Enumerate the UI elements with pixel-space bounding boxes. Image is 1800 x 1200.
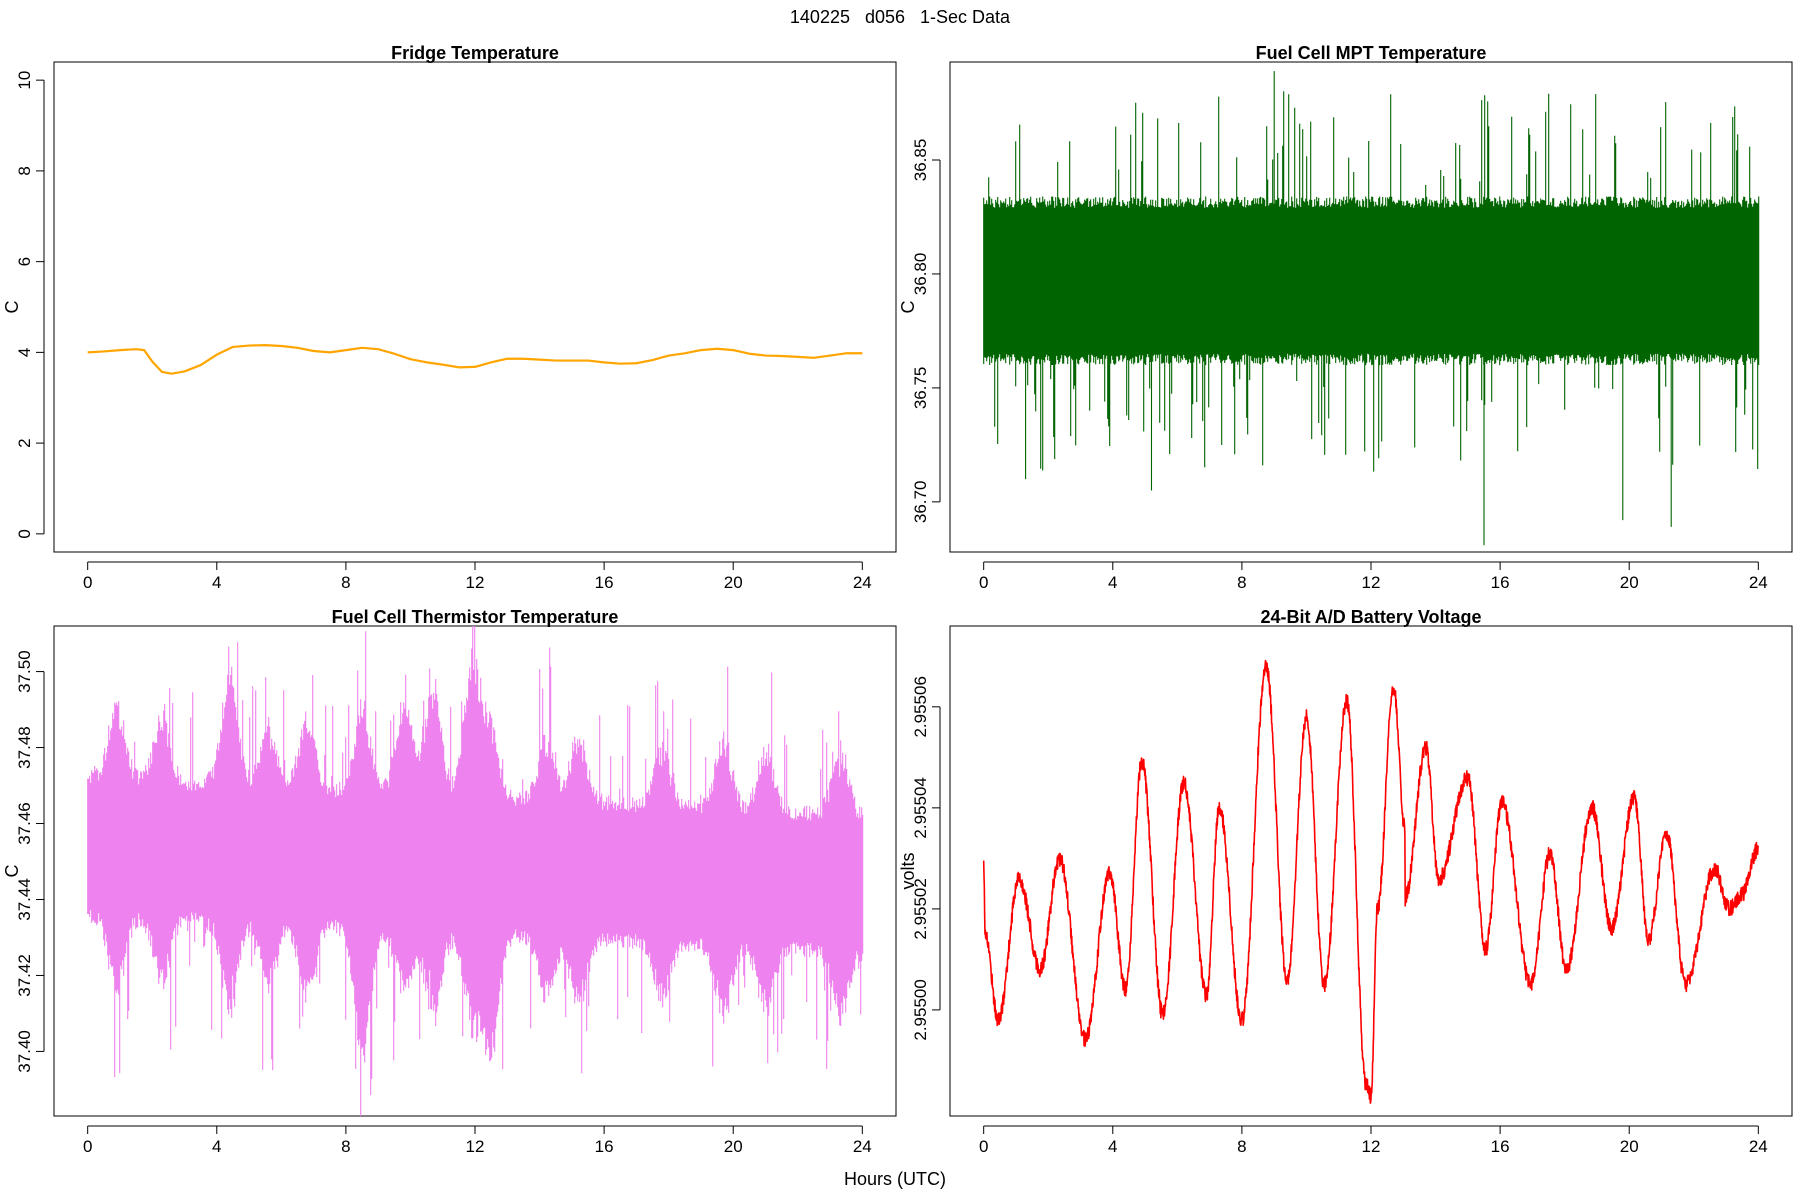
battery-voltage-y-tick-label: 2.95506 <box>911 676 930 737</box>
battery-voltage-y-tick-label: 2.95502 <box>911 878 930 939</box>
fuel-cell-mpt-temperature-title: Fuel Cell MPT Temperature <box>1256 43 1487 63</box>
battery-voltage-title: 24-Bit A/D Battery Voltage <box>1260 607 1481 627</box>
battery-voltage-series-line <box>982 659 1760 1104</box>
fuel-cell-mpt-temperature-panel: Fuel Cell MPT Temperature C 0 4 8 12 16 20 24 36.… <box>898 43 1793 592</box>
fridge-temperature-frame <box>53 61 897 553</box>
figure-title: 140225 d056 1-Sec Data <box>790 7 1011 27</box>
fuel-cell-thermistor-temperature-x-tick-label: 12 <box>466 1137 485 1156</box>
fuel-cell-thermistor-temperature-x-tick-label: 0 <box>83 1137 92 1156</box>
fridge-temperature-x-tick-label: 4 <box>212 573 221 592</box>
fridge-temperature-x-tick-label: 24 <box>853 573 872 592</box>
battery-voltage-panel: 24-Bit A/D Battery Voltage volts 0 4 8 12 16 20… <box>898 607 1793 1156</box>
fridge-temperature-series-line <box>87 344 863 375</box>
fridge-temperature-y-tick-label: 4 <box>15 348 34 357</box>
fridge-temperature-title: Fridge Temperature <box>391 43 559 63</box>
fuel-cell-thermistor-temperature-x-tick-label: 20 <box>724 1137 743 1156</box>
fridge-temperature-y-tick-label: 6 <box>15 257 34 266</box>
battery-voltage-data <box>982 659 1760 1104</box>
battery-voltage-x-tick-label: 16 <box>1491 1137 1510 1156</box>
fridge-temperature-y-axis-label: C <box>2 301 22 314</box>
fridge-temperature-data <box>87 344 863 375</box>
fuel-cell-mpt-temperature-x-tick-label: 16 <box>1491 573 1510 592</box>
fuel-cell-thermistor-temperature-title: Fuel Cell Thermistor Temperature <box>332 607 619 627</box>
fuel-cell-mpt-temperature-x-tick-label: 4 <box>1108 573 1117 592</box>
fuel-cell-thermistor-temperature-data <box>87 626 864 1116</box>
fuel-cell-thermistor-temperature-x-tick-label: 24 <box>853 1137 872 1156</box>
fridge-temperature-y-tick-label: 8 <box>15 166 34 175</box>
battery-voltage-x-tick-label: 12 <box>1362 1137 1381 1156</box>
fuel-cell-thermistor-temperature-y-axis-label: C <box>2 865 22 878</box>
fuel-cell-mpt-temperature-y-axis-label: C <box>898 301 918 314</box>
battery-voltage-x-tick-label: 4 <box>1108 1137 1117 1156</box>
battery-voltage-x-tick-label: 24 <box>1749 1137 1768 1156</box>
fuel-cell-mpt-temperature-y-tick-label: 36.70 <box>911 481 930 524</box>
fridge-temperature-y-tick-label: 0 <box>15 529 34 538</box>
fridge-temperature-x-tick-label: 8 <box>341 573 350 592</box>
battery-voltage-x-tick-label: 8 <box>1237 1137 1246 1156</box>
fuel-cell-mpt-temperature-x-tick-label: 12 <box>1362 573 1381 592</box>
fridge-temperature-y-tick-label: 2 <box>15 438 34 447</box>
fuel-cell-mpt-temperature-x-tick-label: 0 <box>979 573 988 592</box>
battery-voltage-y-tick-label: 2.95504 <box>911 777 930 838</box>
fridge-temperature-x-tick-label: 20 <box>724 573 743 592</box>
fuel-cell-thermistor-temperature-y-tick-label: 37.46 <box>15 802 34 845</box>
fuel-cell-thermistor-temperature-y-tick-label: 37.50 <box>15 650 34 693</box>
fuel-cell-mpt-temperature-data <box>983 71 1760 546</box>
fridge-temperature-y-tick-label: 10 <box>15 71 34 90</box>
fuel-cell-mpt-temperature-x-tick-label: 24 <box>1749 573 1768 592</box>
fridge-temperature-x-tick-label: 0 <box>83 573 92 592</box>
fridge-temperature-x-tick-label: 12 <box>466 573 485 592</box>
fuel-cell-thermistor-temperature-x-tick-label: 16 <box>595 1137 614 1156</box>
fridge-temperature-x-tick-label: 16 <box>595 573 614 592</box>
battery-voltage-x-tick-label: 20 <box>1620 1137 1639 1156</box>
fuel-cell-thermistor-temperature-x-tick-label: 8 <box>341 1137 350 1156</box>
fuel-cell-thermistor-temperature-series-trace <box>87 626 864 1116</box>
fuel-cell-mpt-temperature-x-tick-label: 8 <box>1237 573 1246 592</box>
fuel-cell-thermistor-temperature-panel: Fuel Cell Thermistor Temperature C 0 4 8 12 16… <box>2 607 897 1156</box>
battery-voltage-y-axis-label: volts <box>898 852 918 889</box>
fuel-cell-mpt-temperature-frame <box>949 61 1793 553</box>
battery-voltage-x-tick-label: 0 <box>979 1137 988 1156</box>
fuel-cell-mpt-temperature-x-tick-label: 20 <box>1620 573 1639 592</box>
fuel-cell-mpt-temperature-series-trace <box>983 71 1760 546</box>
fuel-cell-mpt-temperature-y-tick-label: 36.80 <box>911 253 930 296</box>
x-axis-label: Hours (UTC) <box>844 1169 946 1189</box>
fuel-cell-thermistor-temperature-y-tick-label: 37.42 <box>15 954 34 997</box>
fuel-cell-thermistor-temperature-y-tick-label: 37.48 <box>15 726 34 769</box>
fuel-cell-thermistor-temperature-x-tick-label: 4 <box>212 1137 221 1156</box>
fuel-cell-thermistor-temperature-y-tick-label: 37.44 <box>15 878 34 921</box>
fuel-cell-thermistor-temperature-y-tick-label: 37.40 <box>15 1030 34 1073</box>
battery-voltage-y-tick-label: 2.95500 <box>911 979 930 1040</box>
battery-voltage-frame <box>949 625 1793 1117</box>
fuel-cell-mpt-temperature-y-tick-label: 36.75 <box>911 367 930 410</box>
fuel-cell-mpt-temperature-y-tick-label: 36.85 <box>911 139 930 182</box>
